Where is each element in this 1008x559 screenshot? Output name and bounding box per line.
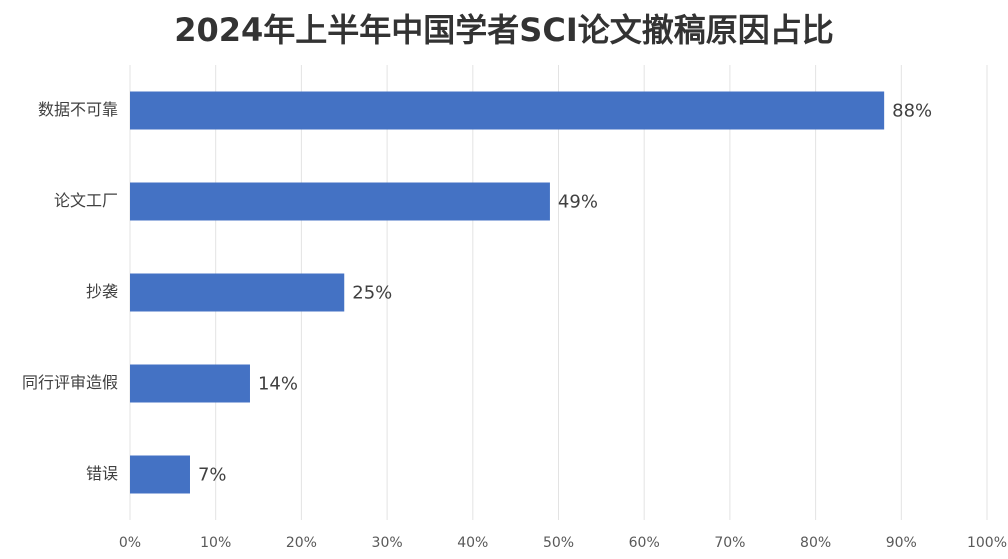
x-tick-label: 30%	[372, 535, 403, 551]
x-tick-label: 100%	[967, 535, 1007, 551]
x-tick-label: 70%	[714, 535, 745, 551]
y-tick-label: 错误	[86, 464, 118, 483]
x-tick-label: 50%	[543, 535, 574, 551]
bar	[130, 273, 345, 312]
x-tick-label: 20%	[286, 535, 317, 551]
x-tick-label: 90%	[886, 535, 917, 551]
x-tick-label: 0%	[119, 535, 141, 551]
x-tick-label: 10%	[200, 535, 231, 551]
chart-title: 2024年上半年中国学者SCI论文撤稿原因占比	[174, 11, 834, 49]
bar	[130, 91, 885, 130]
bar	[130, 364, 250, 403]
y-tick-label: 论文工厂	[54, 191, 118, 210]
y-tick-label: 抄袭	[86, 282, 118, 301]
bar	[130, 182, 550, 221]
value-label: 14%	[258, 374, 298, 395]
value-label: 25%	[352, 283, 392, 304]
bar	[130, 455, 190, 494]
y-tick-label: 数据不可靠	[38, 100, 118, 119]
value-label: 49%	[558, 192, 598, 213]
y-tick-label: 同行评审造假	[22, 373, 118, 392]
x-tick-label: 60%	[629, 535, 660, 551]
value-label: 7%	[198, 465, 227, 486]
x-tick-label: 40%	[457, 535, 488, 551]
value-label: 88%	[892, 101, 932, 122]
x-tick-label: 80%	[800, 535, 831, 551]
